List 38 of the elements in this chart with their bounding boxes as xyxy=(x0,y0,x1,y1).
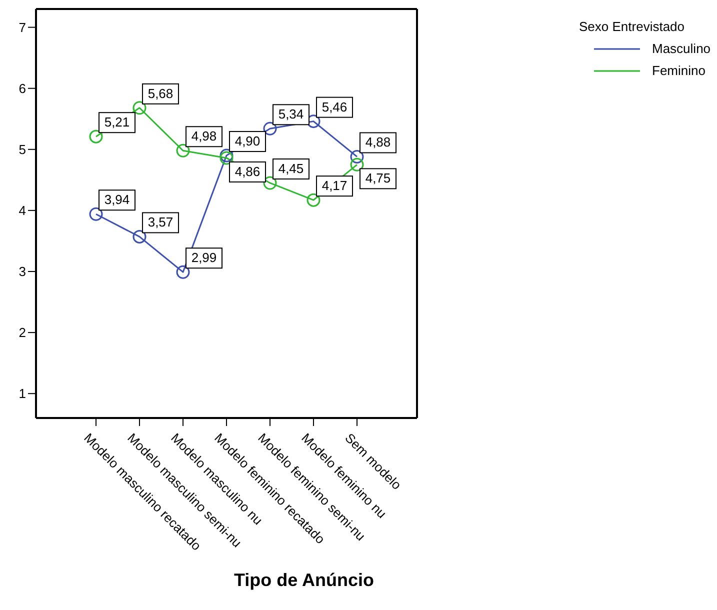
data-label: 4,17 xyxy=(322,178,348,194)
point xyxy=(350,158,364,172)
point xyxy=(306,193,320,207)
data-label: 5,46 xyxy=(322,99,348,114)
point xyxy=(132,101,146,115)
point xyxy=(350,150,364,164)
x-axis-title: Tipo de Anúncio xyxy=(233,570,375,591)
data-label: 4,45 xyxy=(278,160,304,176)
data-label: 5,68 xyxy=(148,86,174,101)
data-label: 4,86 xyxy=(234,164,260,179)
y-tick-label: 7 xyxy=(18,20,26,35)
data-label: 4,75 xyxy=(365,170,391,186)
y-tick-label: 6 xyxy=(18,80,26,96)
data-label: 4,90 xyxy=(234,134,260,149)
data-label: 4,88 xyxy=(365,134,391,150)
point xyxy=(176,265,190,279)
legend-label: Masculino xyxy=(652,40,711,58)
y-tick-label: 5 xyxy=(18,142,26,158)
point xyxy=(263,176,277,190)
point xyxy=(176,144,190,158)
data-label: 2,99 xyxy=(191,250,217,266)
point xyxy=(89,207,103,221)
point xyxy=(263,122,277,136)
data-label: 5,34 xyxy=(278,106,304,122)
y-tick-label: 2 xyxy=(18,325,26,340)
y-tick-label: 4 xyxy=(18,203,26,218)
legend-label: Feminino xyxy=(652,62,706,80)
data-label: 3,94 xyxy=(104,192,130,208)
legend-title: Sexo Entrevistado xyxy=(579,18,686,36)
data-label: 3,57 xyxy=(148,214,174,230)
data-label: 4,98 xyxy=(191,128,217,144)
y-tick-label: 3 xyxy=(18,264,26,280)
data-label: 5,21 xyxy=(104,114,130,130)
y-tick-label: 1 xyxy=(18,386,26,402)
point xyxy=(220,148,234,162)
point xyxy=(220,151,234,165)
point xyxy=(132,230,146,244)
point xyxy=(89,130,103,144)
